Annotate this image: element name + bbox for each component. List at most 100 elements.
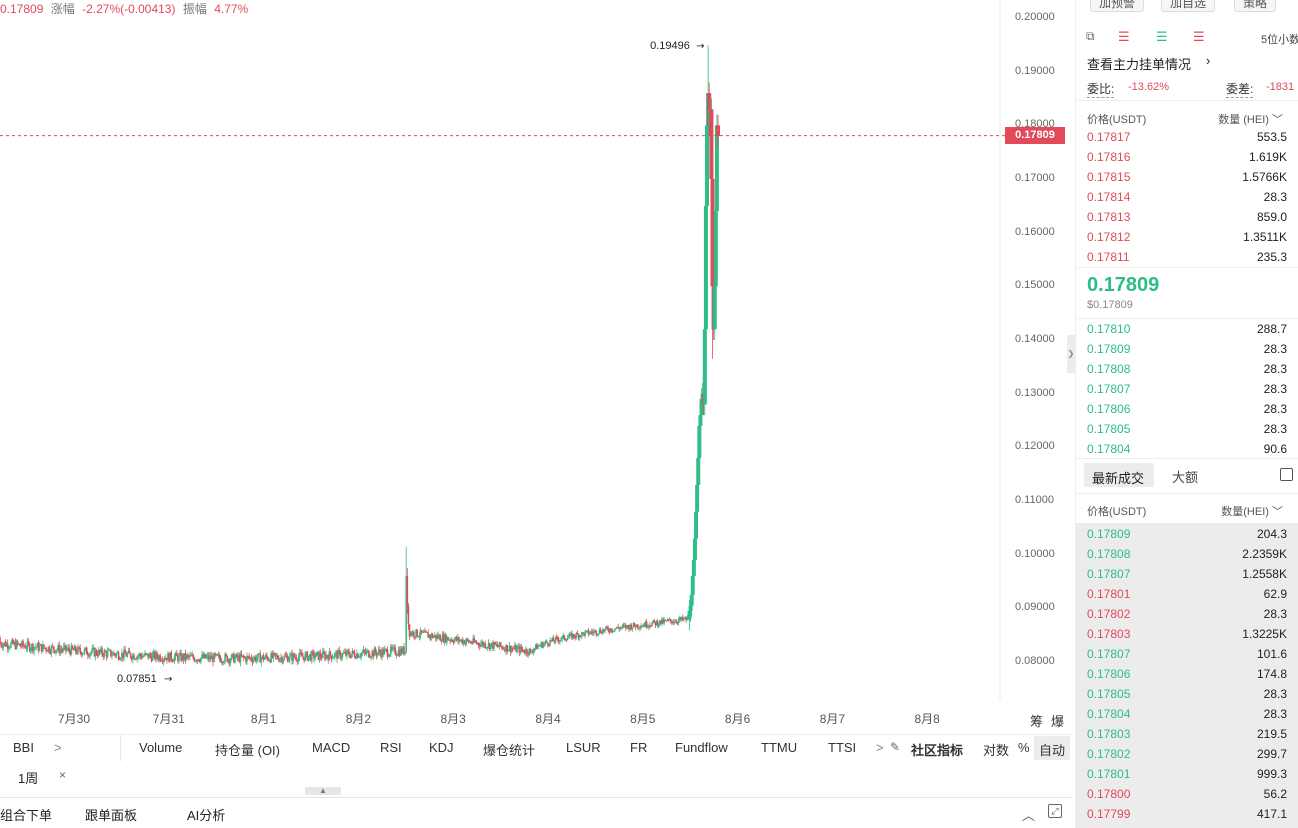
ask-row[interactable]: 0.17816 1.619K bbox=[1087, 147, 1287, 167]
tab-latest-trades[interactable]: 最新成交 bbox=[1092, 471, 1145, 486]
candle-body bbox=[218, 654, 221, 659]
trade-row[interactable]: 0.17808 2.2359K bbox=[1087, 544, 1287, 564]
trade-row[interactable]: 0.17801 999.3 bbox=[1087, 764, 1287, 784]
x-tick-label: 8月3 bbox=[440, 712, 466, 726]
indicator-fundflow[interactable]: Fundflow bbox=[675, 740, 728, 755]
trade-row[interactable]: 0.17807 101.6 bbox=[1087, 644, 1287, 664]
trade-row[interactable]: 0.17805 28.3 bbox=[1087, 684, 1287, 704]
indicator-rsi[interactable]: RSI bbox=[380, 740, 402, 755]
trade-row[interactable]: 0.17806 174.8 bbox=[1087, 664, 1287, 684]
candle-body bbox=[365, 651, 368, 654]
indicator-lsur[interactable]: LSUR bbox=[566, 740, 601, 755]
candle-body bbox=[93, 647, 96, 657]
chevron-up-icon[interactable]: ▲ bbox=[305, 787, 341, 795]
trade-row[interactable]: 0.17799 417.1 bbox=[1087, 804, 1287, 824]
indicator-oi[interactable]: 持仓量 (OI) bbox=[215, 743, 280, 758]
candle-body bbox=[240, 654, 243, 657]
ask-row[interactable]: 0.17814 28.3 bbox=[1087, 187, 1287, 207]
candle-body bbox=[451, 639, 454, 642]
candle-body bbox=[250, 657, 253, 661]
popout-icon[interactable]: ⧉ bbox=[1086, 29, 1095, 43]
bid-row[interactable]: 0.17804 90.6 bbox=[1087, 439, 1287, 459]
ask-price: 0.17814 bbox=[1087, 190, 1131, 204]
trade-row[interactable]: 0.17804 28.3 bbox=[1087, 704, 1287, 724]
chevron-right-icon[interactable]: > bbox=[54, 740, 62, 755]
main-orders-link[interactable]: 查看主力挂单情况 bbox=[1087, 57, 1192, 72]
indicator-bbi[interactable]: BBI bbox=[13, 740, 34, 755]
trade-row[interactable]: 0.17809 204.3 bbox=[1087, 524, 1287, 544]
close-icon[interactable]: × bbox=[59, 768, 67, 782]
precision-select[interactable]: 5位小数 bbox=[1261, 34, 1298, 46]
both-sides-icon[interactable]: ☰ bbox=[1118, 29, 1130, 44]
candle-body bbox=[241, 655, 244, 657]
trade-row[interactable]: 0.17802 28.3 bbox=[1087, 604, 1287, 624]
percent-scale-toggle[interactable]: % bbox=[1018, 740, 1030, 755]
bid-row[interactable]: 0.17809 28.3 bbox=[1087, 339, 1287, 359]
collapse-panel-handle[interactable]: ❯ bbox=[1067, 335, 1075, 373]
trade-row[interactable]: 0.17803 1.3225K bbox=[1087, 624, 1287, 644]
candle-body bbox=[181, 654, 184, 661]
indicator-macd[interactable]: MACD bbox=[312, 740, 351, 755]
ask-row[interactable]: 0.17811 235.3 bbox=[1087, 247, 1287, 267]
chips-toggle[interactable]: 筹 bbox=[1030, 714, 1044, 729]
asks-only-icon[interactable]: ☰ bbox=[1193, 29, 1205, 44]
bid-row[interactable]: 0.17806 28.3 bbox=[1087, 399, 1287, 419]
bid-row[interactable]: 0.17808 28.3 bbox=[1087, 359, 1287, 379]
indicator-liquidation[interactable]: 爆仓统计 bbox=[483, 743, 536, 758]
candle-body bbox=[574, 636, 577, 638]
candle-body bbox=[589, 631, 592, 634]
add-watchlist-button[interactable]: 加自选 bbox=[1161, 0, 1216, 12]
candle-body bbox=[485, 647, 488, 649]
trade-row[interactable]: 0.17801 62.9 bbox=[1087, 584, 1287, 604]
trades-qty-col-header[interactable]: 数量(HEI) ﹀ bbox=[1221, 503, 1283, 519]
candle-body bbox=[457, 637, 459, 641]
edit-icon[interactable]: ✎ bbox=[890, 740, 901, 754]
ask-row[interactable]: 0.17812 1.3511K bbox=[1087, 227, 1287, 247]
indicator-ttmu[interactable]: TTMU bbox=[761, 740, 798, 755]
auto-scale-toggle[interactable]: 自动 bbox=[1039, 743, 1066, 758]
qty-col-header[interactable]: 数量 (HEI) ﹀ bbox=[1218, 111, 1283, 127]
price-chart[interactable]: 0.19496 → 0.07851 → 0.17809 涨幅 -2.27%(-0.00… bbox=[0, 0, 1068, 735]
bid-row[interactable]: 0.17810 288.7 bbox=[1087, 319, 1287, 339]
ask-row[interactable]: 0.17815 1.5766K bbox=[1087, 167, 1287, 187]
community-indicators[interactable]: 社区指标 bbox=[911, 743, 964, 758]
chevron-right-icon[interactable]: > bbox=[876, 740, 884, 755]
ask-row[interactable]: 0.17817 553.5 bbox=[1087, 127, 1287, 147]
candle-body bbox=[498, 642, 501, 647]
trade-row[interactable]: 0.17803 219.5 bbox=[1087, 724, 1287, 744]
trade-row[interactable]: 0.17807 1.2558K bbox=[1087, 564, 1287, 584]
log-scale-toggle[interactable]: 对数 bbox=[983, 743, 1010, 758]
indicator-volume[interactable]: Volume bbox=[139, 740, 183, 755]
trade-price: 0.17802 bbox=[1087, 747, 1131, 761]
candle-body bbox=[247, 656, 249, 658]
trade-row[interactable]: 0.17800 56.2 bbox=[1087, 784, 1287, 804]
bid-row[interactable]: 0.17805 28.3 bbox=[1087, 419, 1287, 439]
large-trades-checkbox[interactable] bbox=[1280, 468, 1293, 481]
strategy-button[interactable]: 策略 bbox=[1234, 0, 1277, 12]
indicator-kdj[interactable]: KDJ bbox=[429, 740, 454, 755]
ask-row[interactable]: 0.17813 859.0 bbox=[1087, 207, 1287, 227]
candle-body bbox=[662, 619, 664, 624]
trade-row[interactable]: 0.17802 299.7 bbox=[1087, 744, 1287, 764]
liquidation-toggle[interactable]: 爆 bbox=[1051, 714, 1065, 729]
tab-ai-analysis[interactable]: AI分析 bbox=[187, 808, 226, 823]
tab-large-trades[interactable]: 大额 bbox=[1172, 470, 1199, 485]
indicator-ttsi[interactable]: TTSI bbox=[828, 740, 857, 755]
candlestick-chart[interactable]: 0.19496 → 0.07851 → bbox=[0, 0, 1068, 735]
candle-body bbox=[263, 657, 266, 660]
indicator-fr[interactable]: FR bbox=[630, 740, 648, 755]
add-alert-button[interactable]: 加预警 bbox=[1090, 0, 1145, 12]
candle-body bbox=[118, 659, 121, 661]
bid-row[interactable]: 0.17807 28.3 bbox=[1087, 379, 1287, 399]
chevron-up-icon[interactable]: ︿ bbox=[1022, 808, 1036, 823]
timeframe-active[interactable]: 1周 bbox=[18, 771, 39, 786]
candle-body bbox=[332, 657, 335, 659]
candle-body bbox=[298, 652, 301, 657]
candle-body bbox=[315, 652, 317, 657]
x-tick-label: 7月31 bbox=[152, 712, 185, 726]
expand-icon[interactable]: ⤢ bbox=[1048, 804, 1062, 818]
chevron-right-icon[interactable]: › bbox=[1206, 53, 1211, 68]
tab-combo-order[interactable]: 组合下单 bbox=[0, 808, 53, 823]
bids-only-icon[interactable]: ☰ bbox=[1156, 29, 1168, 44]
tab-copy-trading[interactable]: 跟单面板 bbox=[85, 808, 138, 823]
